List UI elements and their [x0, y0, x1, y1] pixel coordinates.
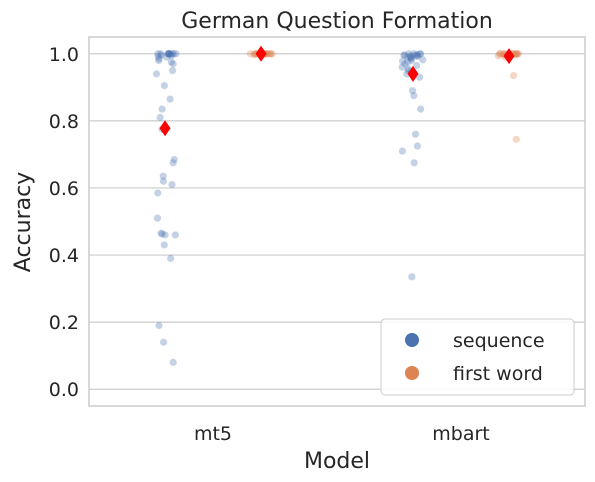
- x-tick-label: mt5: [194, 423, 232, 445]
- data-point: [169, 67, 176, 74]
- y-axis-label: Accuracy: [11, 172, 36, 272]
- data-point: [513, 136, 520, 143]
- data-point: [414, 142, 421, 149]
- data-point: [154, 189, 161, 196]
- data-point: [157, 114, 164, 121]
- data-point: [161, 241, 168, 248]
- chart-title: German Question Formation: [181, 9, 493, 34]
- data-point: [170, 159, 177, 166]
- data-point: [411, 159, 418, 166]
- mean-marker: [256, 46, 267, 62]
- y-tick-label: 0.6: [49, 178, 79, 200]
- legend-marker-first-word: [405, 366, 419, 380]
- mean-markers: [160, 46, 515, 136]
- data-point: [160, 339, 167, 346]
- data-point: [170, 60, 177, 67]
- data-point: [408, 273, 415, 280]
- y-tick-label: 0.2: [49, 312, 79, 334]
- data-point: [399, 147, 406, 154]
- mean-marker: [160, 120, 171, 136]
- y-tick-label: 0.4: [49, 245, 79, 267]
- x-axis-label: Model: [304, 449, 370, 474]
- data-point: [167, 255, 174, 262]
- legend-marker-sequence: [405, 333, 419, 347]
- x-tick-label: mbart: [432, 423, 489, 445]
- data-point: [495, 52, 502, 59]
- x-tick-labels: mt5 mbart: [194, 423, 490, 445]
- data-point: [417, 106, 424, 113]
- data-point: [155, 57, 162, 64]
- data-point: [161, 231, 168, 238]
- data-point: [172, 231, 179, 238]
- data-point: [153, 70, 160, 77]
- data-point: [158, 106, 165, 113]
- data-point: [161, 82, 168, 89]
- data-point: [412, 131, 419, 138]
- data-point: [160, 178, 167, 185]
- data-point: [268, 51, 275, 58]
- data-point: [166, 95, 173, 102]
- data-point: [155, 322, 162, 329]
- legend-label-sequence: sequence: [453, 330, 545, 352]
- data-point: [410, 92, 417, 99]
- legend: sequence first word: [381, 319, 574, 395]
- y-tick-labels: 0.0 0.2 0.4 0.6 0.8 1.0: [49, 44, 79, 401]
- y-tick-label: 0.0: [49, 379, 79, 401]
- legend-label-first-word: first word: [453, 363, 543, 385]
- y-tick-label: 1.0: [49, 44, 79, 66]
- data-point: [168, 181, 175, 188]
- data-point: [419, 56, 426, 63]
- data-point: [154, 215, 161, 222]
- data-point: [170, 359, 177, 366]
- data-point: [399, 64, 406, 71]
- y-tick-label: 0.8: [49, 111, 79, 133]
- data-point: [510, 72, 517, 79]
